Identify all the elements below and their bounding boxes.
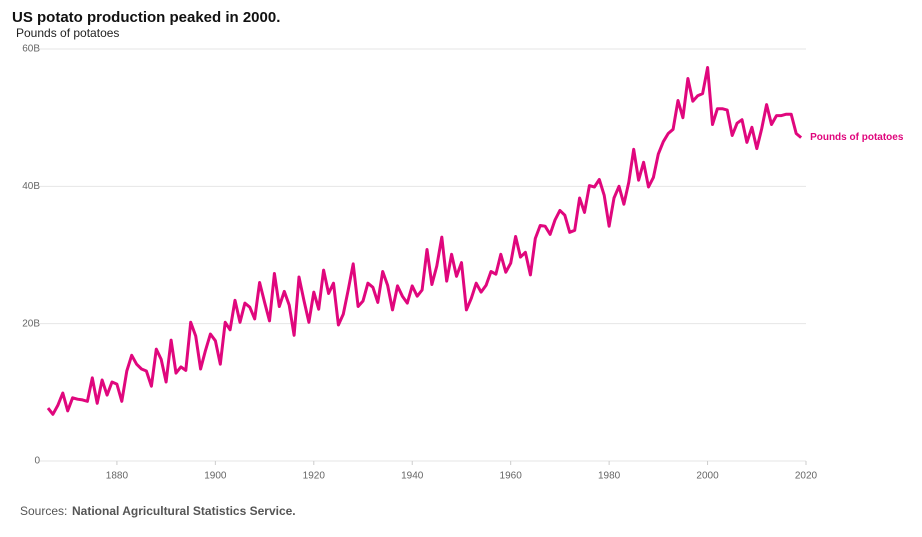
x-tick-label: 1880 bbox=[106, 471, 129, 482]
x-tick-label: 1980 bbox=[598, 471, 621, 482]
y-axis-label: Pounds of potatoes bbox=[16, 26, 119, 40]
y-tick-label: 40B bbox=[22, 181, 40, 192]
line bbox=[46, 66, 803, 416]
source-label: Sources: bbox=[20, 504, 67, 518]
source: National Agricultural Statistics Service… bbox=[72, 504, 296, 518]
x-tick-label: 1900 bbox=[204, 471, 227, 482]
y-tick-label: 60B bbox=[22, 44, 40, 55]
x-tick-label: 1960 bbox=[500, 471, 523, 482]
x-tick-label: 2000 bbox=[696, 471, 719, 482]
series-label: Pounds of potatoes bbox=[810, 132, 904, 143]
x-tick-label: 2020 bbox=[795, 471, 818, 482]
chart-title: US potato production peaked in 2000. bbox=[12, 9, 280, 26]
y-tick-label: 20B bbox=[22, 318, 40, 329]
x-tick-label: 1920 bbox=[303, 471, 326, 482]
y-tick-label: 0 bbox=[34, 456, 40, 467]
x-tick-label: 1940 bbox=[401, 471, 424, 482]
